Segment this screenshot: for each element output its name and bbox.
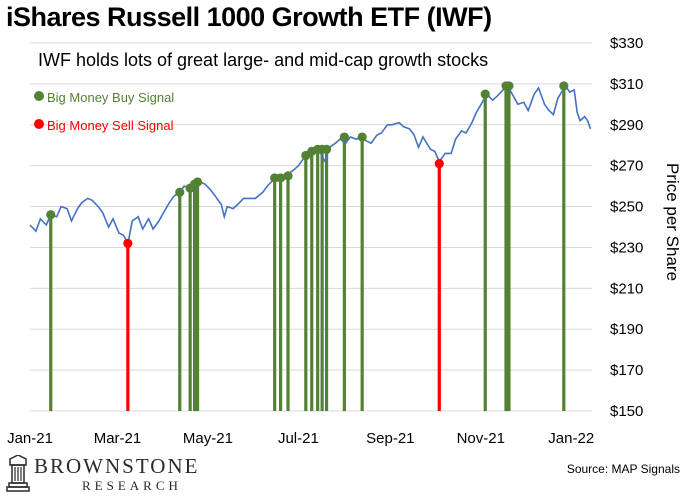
legend-sell-marker: [34, 119, 44, 129]
y-tick-label: $210: [610, 280, 643, 297]
buy-signal-dot: [504, 81, 514, 91]
y-tick-label: $330: [610, 35, 643, 52]
buy-signal-dot: [192, 177, 203, 187]
source-note: Source: MAP Signals: [566, 462, 680, 476]
legend-buy-marker: [34, 91, 44, 101]
y-tick-label: $150: [610, 403, 643, 420]
chart-title: iShares Russell 1000 Growth ETF (IWF): [6, 2, 492, 32]
x-tick-labels: Jan-21 Mar-21 May-21 Jul-21 Sep-21 Nov-21 Jan-…: [7, 430, 594, 447]
y-tick-labels: $330 $310 $290 $270 $250 $230 $210 $190 $170 $150: [610, 35, 643, 420]
buy-signal-dot: [339, 132, 349, 142]
signal-dots: [46, 81, 569, 248]
buy-signal-dot: [46, 210, 56, 220]
chart-subtitle: IWF holds lots of great large- and mid-c…: [38, 50, 488, 70]
x-tick-label: Jan-21: [7, 430, 53, 447]
sell-signal-dot: [123, 238, 133, 248]
buy-signal-dot: [175, 187, 185, 197]
brownstone-emblem-icon: [6, 455, 30, 492]
x-tick-label: Jan-22: [548, 430, 594, 447]
buy-signal-dot: [480, 89, 490, 99]
y-tick-label: $170: [610, 362, 643, 379]
buy-signal-dot: [559, 81, 569, 91]
x-tick-label: May-21: [183, 430, 233, 447]
y-tick-label: $230: [610, 239, 643, 256]
brownstone-logo: BROWNSTONE RESEARCH: [6, 454, 246, 498]
x-tick-label: Nov-21: [457, 430, 505, 447]
y-tick-label: $310: [610, 76, 643, 93]
buy-signal-dot: [283, 171, 293, 181]
y-tick-label: $250: [610, 199, 643, 216]
brand-name: BROWNSTONE: [34, 454, 200, 478]
y-tick-label: $270: [610, 158, 643, 175]
x-tick-label: Jul-21: [278, 430, 319, 447]
y-tick-label: $190: [610, 321, 643, 338]
buy-signal-dot: [357, 132, 367, 142]
legend-sell-label: Big Money Sell Signal: [47, 118, 174, 133]
legend: Big Money Buy Signal Big Money Sell Sign…: [34, 90, 174, 133]
sell-signal-dot: [434, 159, 444, 169]
x-tick-label: Sep-21: [366, 430, 414, 447]
x-tick-label: Mar-21: [94, 430, 142, 447]
brand-subtitle: RESEARCH: [82, 478, 182, 493]
signal-stems: [49, 85, 566, 411]
y-tick-label: $290: [610, 117, 643, 134]
buy-signal-dot: [321, 144, 332, 154]
buy-signal-dot: [276, 173, 286, 183]
y-axis-label: Price per Share: [663, 163, 682, 281]
legend-buy-label: Big Money Buy Signal: [47, 90, 174, 105]
